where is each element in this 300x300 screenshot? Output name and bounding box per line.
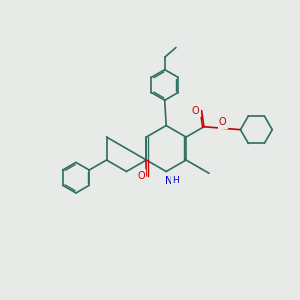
Text: H: H — [172, 176, 179, 185]
Text: N: N — [165, 176, 172, 186]
Text: O: O — [192, 106, 200, 116]
Text: O: O — [219, 117, 226, 127]
Text: O: O — [137, 171, 145, 181]
